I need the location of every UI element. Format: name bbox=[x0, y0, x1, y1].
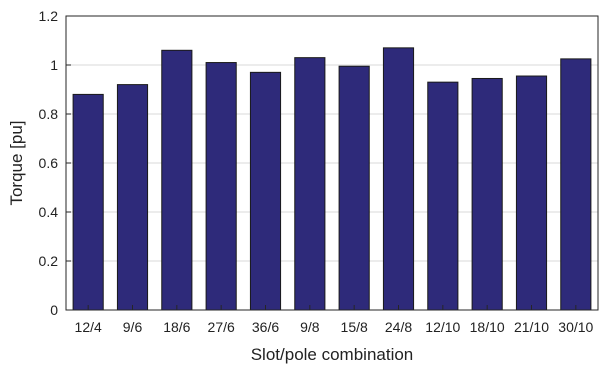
x-tick-label: 30/10 bbox=[558, 319, 593, 335]
x-tick-label: 15/8 bbox=[341, 319, 368, 335]
bars bbox=[72, 47, 592, 311]
x-tick-label: 24/8 bbox=[385, 319, 412, 335]
y-tick-label: 1.2 bbox=[39, 8, 59, 24]
bar bbox=[294, 57, 326, 311]
x-tick-label: 9/6 bbox=[123, 319, 143, 335]
bar bbox=[427, 81, 459, 311]
bar bbox=[338, 65, 370, 311]
x-tick-label: 18/6 bbox=[163, 319, 190, 335]
y-tick-label: 0 bbox=[50, 302, 58, 318]
y-axis-ticks: 0 0.2 0.4 0.6 0.8 1 1.2 bbox=[39, 8, 71, 318]
bar bbox=[560, 58, 592, 311]
bar bbox=[205, 62, 237, 311]
y-tick-label: 0.2 bbox=[39, 253, 59, 269]
bar bbox=[116, 84, 149, 311]
x-tick-label: 12/10 bbox=[425, 319, 460, 335]
y-tick-label: 0.4 bbox=[39, 204, 59, 220]
x-axis-ticks: 12/4 9/6 18/6 27/6 36/6 9/8 15/8 24/8 12/10 18/10… bbox=[75, 305, 594, 335]
x-tick-label: 18/10 bbox=[470, 319, 505, 335]
x-tick-label: 12/4 bbox=[75, 319, 102, 335]
bar bbox=[72, 93, 104, 311]
y-axis-label: Torque [pu] bbox=[7, 120, 26, 205]
bar bbox=[515, 75, 548, 311]
x-tick-label: 27/6 bbox=[208, 319, 235, 335]
y-tick-label: 1 bbox=[50, 57, 58, 73]
x-tick-label: 36/6 bbox=[252, 319, 279, 335]
bar bbox=[161, 49, 193, 311]
y-tick-label: 0.6 bbox=[39, 155, 59, 171]
x-tick-label: 9/8 bbox=[300, 319, 320, 335]
x-tick-label: 21/10 bbox=[514, 319, 549, 335]
bar bbox=[382, 47, 415, 311]
x-axis-label: Slot/pole combination bbox=[251, 345, 414, 364]
bar bbox=[249, 71, 282, 311]
bar bbox=[471, 77, 503, 311]
y-tick-label: 0.8 bbox=[39, 106, 59, 122]
